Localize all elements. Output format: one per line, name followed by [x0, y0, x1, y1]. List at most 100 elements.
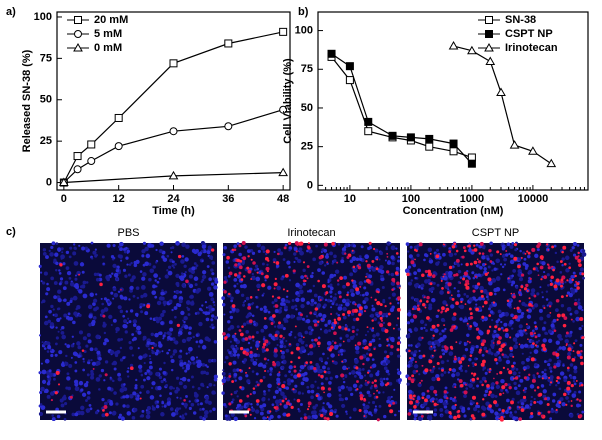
nucleus: [475, 264, 479, 268]
nucleus: [198, 339, 204, 344]
legend-marker: [74, 30, 82, 38]
nucleus: [307, 325, 313, 331]
red-signal: [129, 366, 134, 371]
nucleus: [552, 318, 557, 323]
red-signal: [333, 318, 337, 322]
red-signal: [533, 389, 537, 392]
red-signal: [426, 389, 430, 393]
nucleus: [379, 264, 384, 270]
red-signal: [446, 291, 450, 294]
nucleus: [53, 258, 57, 262]
nucleus: [183, 264, 187, 268]
nucleus: [564, 255, 570, 261]
nucleus: [55, 269, 58, 272]
nucleus: [347, 366, 350, 370]
nucleus: [133, 260, 138, 265]
red-signal: [511, 364, 515, 368]
nucleus: [398, 381, 401, 385]
marker: [449, 139, 458, 148]
nucleus: [302, 282, 306, 286]
nucleus: [575, 403, 580, 408]
nucleus: [334, 345, 338, 350]
red-signal: [289, 343, 291, 346]
nucleus: [370, 281, 374, 284]
red-signal: [534, 344, 538, 347]
red-signal: [280, 350, 282, 352]
red-signal: [346, 310, 352, 315]
red-signal: [445, 304, 448, 307]
nucleus: [196, 363, 202, 369]
nucleus: [503, 263, 507, 266]
panel-label: b): [298, 6, 309, 18]
red-signal: [541, 343, 546, 348]
nucleus: [482, 297, 486, 301]
nucleus: [318, 357, 323, 362]
nucleus: [101, 302, 104, 306]
nucleus: [548, 358, 552, 362]
nucleus: [96, 350, 101, 355]
nucleus: [199, 415, 203, 420]
nucleus: [514, 248, 518, 252]
red-signal: [54, 391, 58, 395]
red-signal: [453, 312, 457, 316]
red-signal: [472, 416, 476, 420]
red-signal: [436, 377, 441, 382]
marker: [364, 117, 373, 126]
nucleus: [501, 254, 506, 258]
nucleus: [458, 305, 462, 308]
nucleus: [418, 354, 423, 360]
nucleus: [120, 259, 123, 262]
nucleus: [383, 414, 387, 419]
red-signal: [228, 271, 233, 276]
nucleus: [350, 335, 354, 340]
nucleus: [416, 342, 421, 347]
nucleus: [141, 249, 146, 254]
nucleus: [483, 316, 488, 322]
red-signal: [323, 370, 327, 374]
nucleus: [471, 348, 475, 352]
nucleus: [146, 341, 151, 345]
red-signal: [443, 273, 446, 276]
nucleus: [521, 301, 526, 307]
nucleus: [160, 321, 164, 325]
nucleus: [549, 279, 553, 282]
nucleus: [255, 343, 260, 348]
nucleus: [469, 399, 473, 403]
nucleus: [468, 247, 472, 250]
nucleus: [569, 248, 573, 252]
nucleus: [191, 385, 195, 389]
nucleus: [210, 268, 214, 272]
red-signal: [331, 360, 334, 363]
red-signal: [550, 275, 554, 280]
red-signal: [384, 304, 387, 308]
nucleus: [274, 336, 279, 341]
nucleus: [306, 249, 309, 253]
nucleus: [256, 243, 262, 248]
y-tick-label: 100: [34, 11, 52, 23]
nucleus: [471, 361, 475, 365]
nucleus: [102, 341, 107, 346]
nucleus: [163, 378, 166, 382]
nucleus: [330, 306, 333, 309]
nucleus: [125, 394, 130, 399]
red-signal: [257, 288, 260, 292]
nucleus: [545, 332, 549, 335]
red-signal: [573, 301, 578, 306]
nucleus: [350, 370, 356, 375]
nucleus: [176, 284, 180, 288]
nucleus: [131, 416, 136, 420]
nucleus: [175, 289, 180, 295]
red-signal: [290, 351, 294, 355]
nucleus: [475, 303, 478, 306]
red-signal: [357, 266, 362, 270]
nucleus: [435, 373, 440, 379]
nucleus: [141, 409, 145, 413]
red-signal: [518, 300, 522, 303]
nucleus: [213, 315, 218, 320]
nucleus: [178, 381, 183, 386]
nucleus: [395, 266, 400, 271]
nucleus: [291, 299, 295, 302]
nucleus: [294, 304, 298, 308]
red-signal: [368, 342, 372, 347]
nucleus: [527, 279, 532, 284]
